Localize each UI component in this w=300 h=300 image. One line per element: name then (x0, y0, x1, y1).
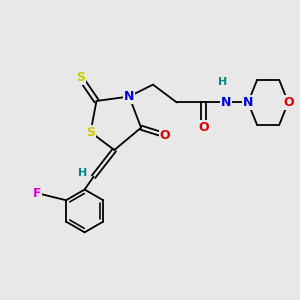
Text: N: N (243, 96, 253, 109)
Text: S: S (76, 71, 85, 84)
Text: N: N (124, 90, 134, 103)
Text: O: O (283, 96, 293, 109)
Text: H: H (79, 168, 88, 178)
Text: N: N (220, 96, 231, 109)
Text: H: H (218, 76, 227, 87)
Text: S: S (86, 126, 95, 139)
Text: O: O (160, 129, 170, 142)
Text: F: F (33, 187, 41, 200)
Text: O: O (198, 121, 209, 134)
